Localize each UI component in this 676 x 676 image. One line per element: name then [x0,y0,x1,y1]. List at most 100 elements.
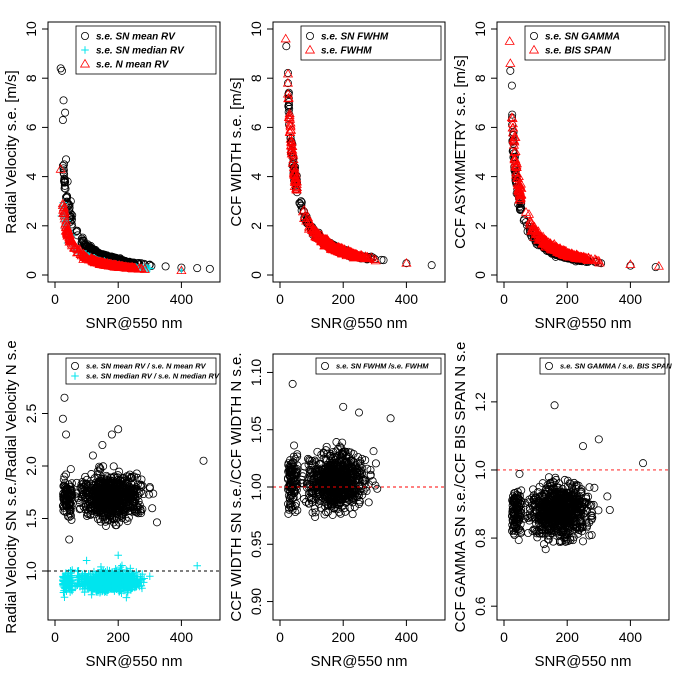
data-point [562,248,573,258]
data-point [63,177,72,186]
data-point [122,482,131,491]
data-point [63,229,75,239]
data-point [98,494,107,503]
data-point [60,507,69,516]
data-point [290,176,301,186]
data-point [94,258,105,268]
data-point [83,486,92,495]
data-point [516,205,525,214]
legend-box [300,25,442,61]
data-point [103,259,114,269]
data-point [285,117,296,127]
data-point [121,490,130,499]
data-point [507,118,518,128]
y-tick-label: 2 [472,222,488,230]
data-point [525,215,536,225]
data-point [111,521,120,530]
data-point [78,491,87,500]
data-point [135,582,144,591]
legend: s.e. SN mean RVs.e. SN median RVs.e. N m… [75,25,217,75]
data-point [317,233,328,242]
data-point [92,480,101,489]
data-point [130,488,139,497]
data-point [59,210,70,220]
data-point [101,510,110,519]
data-point [310,227,321,237]
y-tick-label: 2.0 [23,456,39,476]
data-point [138,570,147,578]
legend-label: s.e. SN GAMMA [545,32,620,43]
x-tick-label: 0 [276,291,284,307]
y-tick-label: 10 [23,21,39,37]
x-tick-label: 200 [556,291,580,307]
data-point [549,245,560,254]
data-point [75,505,84,514]
data-point [59,208,70,218]
data-point [427,261,436,270]
y-axis-label: CCF WIDTH s.e. [m/s] [228,77,245,226]
data-point [84,499,93,508]
data-point [95,505,104,514]
data-point [72,581,80,590]
data-point [106,495,115,504]
data-point [325,242,337,251]
data-points [55,64,214,275]
data-point [82,481,91,490]
data-point [55,164,66,173]
legend-marker [81,46,89,54]
data-point [94,504,103,513]
data-point [77,492,86,501]
data-point [133,505,142,514]
data-point [113,578,122,587]
data-point [282,42,291,51]
data-point [61,215,72,225]
x-axis-label: SNR@550 nm [311,315,408,332]
data-point [64,234,75,244]
data-point [58,501,67,510]
data-point [127,579,136,588]
data-point [66,511,75,520]
data-point [103,484,112,493]
data-point [101,521,110,530]
data-point [136,505,145,514]
data-point [115,585,123,593]
data-points [504,36,664,272]
legend-box [524,25,666,61]
data-point [107,430,116,439]
data-point [99,577,108,586]
data-point [57,198,68,208]
data-point [115,486,124,495]
legend-marker [305,32,314,41]
x-axis-label: SNR@550 nm [86,653,183,670]
data-point [57,66,66,75]
data-point [108,581,116,590]
legend-box [65,357,217,385]
data-point [511,158,523,168]
data-point [530,227,541,237]
y-tick-label: 8 [23,74,39,82]
data-points [283,379,395,521]
data-point [578,254,589,263]
data-point [68,242,80,252]
data-point [64,499,73,508]
data-point [99,492,108,501]
data-point [322,239,333,249]
data-point [61,184,70,193]
data-point [539,238,550,248]
legend-label: s.e. SN mean RV / s.e. N mean RV [86,362,207,371]
data-point [96,509,105,518]
data-point [83,480,92,489]
data-point [137,482,146,491]
data-point [117,589,126,597]
data-point [537,238,548,247]
data-point [193,264,202,273]
data-point [109,495,118,504]
data-point [146,572,154,581]
data-point [81,252,92,262]
data-point [62,430,71,439]
data-point [66,509,75,518]
data-point [127,480,136,489]
data-point [103,578,112,587]
data-point [120,480,129,489]
